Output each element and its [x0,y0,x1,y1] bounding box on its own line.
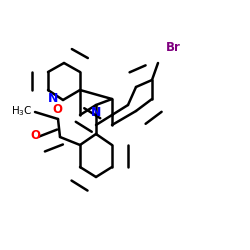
Text: O: O [30,129,40,142]
Text: Br: Br [166,41,181,54]
Text: H$_3$C: H$_3$C [12,104,33,118]
Text: O: O [52,103,62,116]
Text: N: N [48,92,58,106]
Text: N: N [91,106,101,119]
